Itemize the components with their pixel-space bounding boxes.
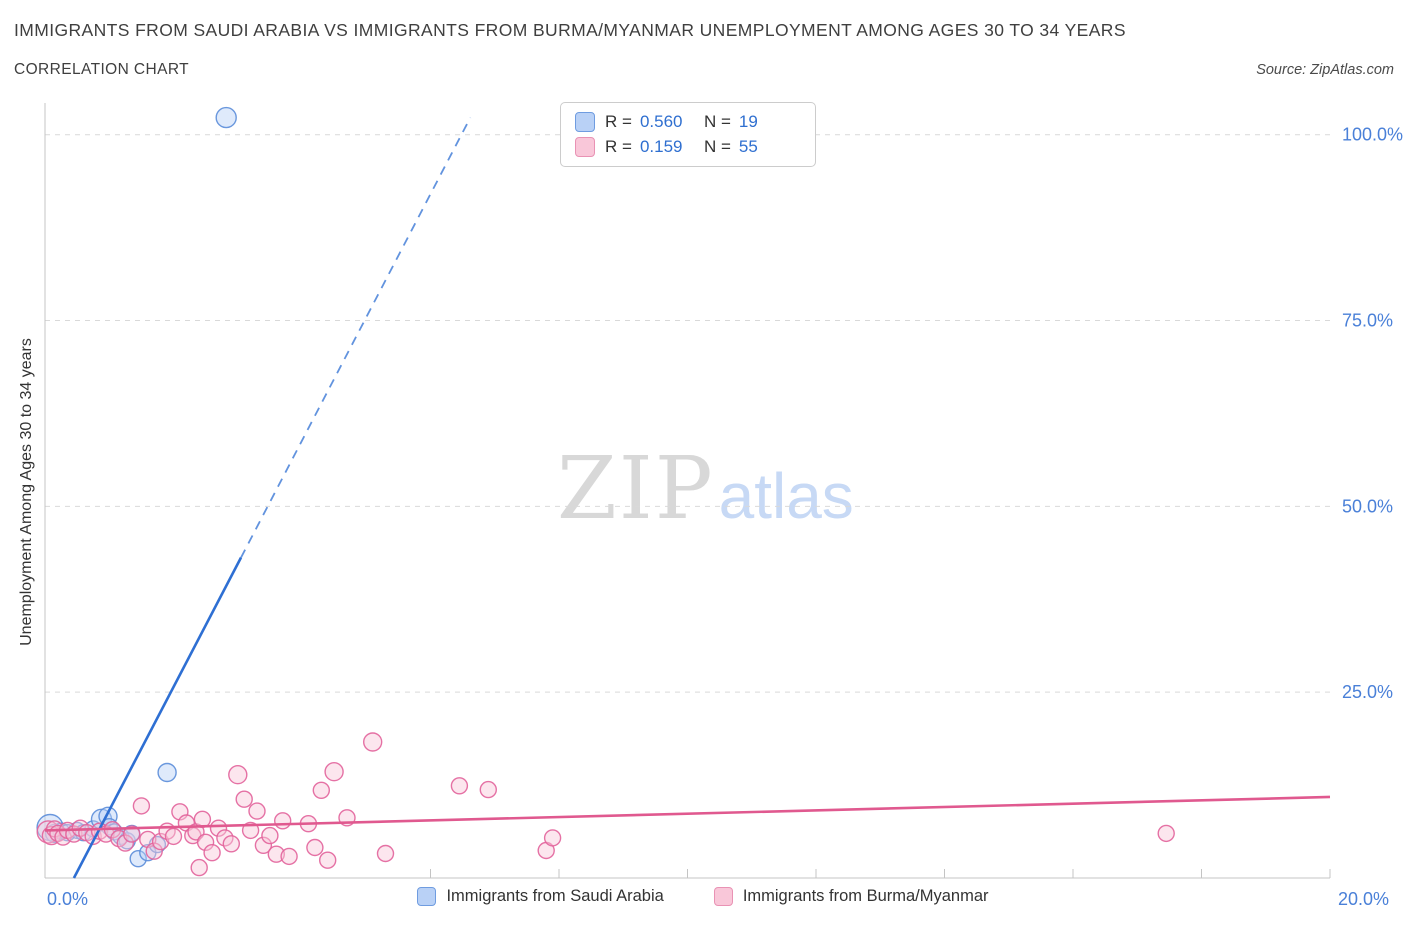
x-max-label: 20.0% <box>1338 889 1389 909</box>
y-tick-label: 50.0% <box>1342 496 1393 516</box>
data-point <box>216 829 234 847</box>
data-point <box>543 829 562 847</box>
saudi-trend-line-extension <box>240 117 472 559</box>
r-label: R = <box>605 137 632 156</box>
legend-row-saudi: R = 0.560 N = 19 <box>575 112 801 132</box>
saudi-series-label: Immigrants from Saudi Arabia <box>446 887 664 905</box>
data-point <box>274 812 292 830</box>
burma-series-swatch <box>713 887 733 906</box>
data-point <box>280 847 298 866</box>
data-point <box>312 781 330 799</box>
legend-item-burma: Immigrants from Burma/Myanmar <box>713 887 989 906</box>
legend-row-burma: R = 0.159 N = 55 <box>575 137 801 157</box>
page-title: IMMIGRANTS FROM SAUDI ARABIA VS IMMIGRAN… <box>14 20 1126 40</box>
legend-item-saudi: Immigrants from Saudi Arabia <box>417 887 664 906</box>
saudi-trend-line <box>72 557 243 879</box>
data-point <box>122 825 141 843</box>
x-min-label: 0.0% <box>47 889 88 909</box>
y-tick-label: 75.0% <box>1342 311 1393 331</box>
burma-series-label: Immigrants from Burma/Myanmar <box>742 887 989 905</box>
data-point <box>261 826 279 845</box>
data-point <box>157 762 177 783</box>
data-point <box>376 844 395 863</box>
data-point <box>479 780 497 799</box>
burma-legend-swatch <box>575 137 595 157</box>
watermark: ZIPatlas <box>557 446 854 532</box>
saudi-points <box>36 106 237 868</box>
source-attribution: Source: ZipAtlas.com <box>1256 62 1394 78</box>
r-label: R = <box>605 112 632 131</box>
data-point <box>248 802 266 820</box>
data-point <box>215 106 237 129</box>
n-label: N = <box>703 137 731 156</box>
series-legend: Immigrants from Saudi Arabia Immigrants … <box>0 887 1406 906</box>
data-point <box>228 765 248 785</box>
data-point <box>1157 824 1175 843</box>
data-point <box>363 732 383 752</box>
y-tick-label: 100.0% <box>1342 125 1403 145</box>
saudi-series-swatch <box>417 887 437 906</box>
r-value-saudi: 0.560 <box>639 112 683 131</box>
n-label: N = <box>703 112 731 131</box>
data-point <box>116 834 135 852</box>
data-point <box>190 858 208 877</box>
data-point <box>129 850 147 868</box>
data-point <box>151 832 170 851</box>
data-point <box>324 762 344 782</box>
r-value-burma: 0.159 <box>639 137 683 156</box>
data-point <box>196 833 215 851</box>
y-tick-label: 25.0% <box>1342 682 1393 702</box>
data-point <box>209 819 228 837</box>
correlation-legend-box: R = 0.560 N = 19 R = 0.159 N = 55 <box>560 102 816 167</box>
data-point <box>306 838 324 857</box>
data-point <box>254 836 273 854</box>
data-point <box>222 835 241 853</box>
data-point <box>450 777 469 795</box>
data-point <box>164 827 183 846</box>
data-point <box>235 790 253 808</box>
n-value-burma: 55 <box>738 137 758 156</box>
page-subtitle: CORRELATION CHART <box>14 61 190 78</box>
data-point <box>267 845 285 863</box>
saudi-legend-swatch <box>575 112 595 132</box>
watermark-atlas: atlas <box>718 460 854 532</box>
data-point <box>132 797 151 815</box>
data-point <box>319 851 337 869</box>
y-axis-label: Unemployment Among Ages 30 to 34 years <box>18 338 35 646</box>
n-value-saudi: 19 <box>738 112 758 131</box>
watermark-zip: ZIP <box>557 439 715 539</box>
data-point <box>145 842 163 860</box>
data-point <box>203 844 221 862</box>
gridlines <box>44 103 1331 879</box>
burma-trend-line <box>44 795 1331 832</box>
